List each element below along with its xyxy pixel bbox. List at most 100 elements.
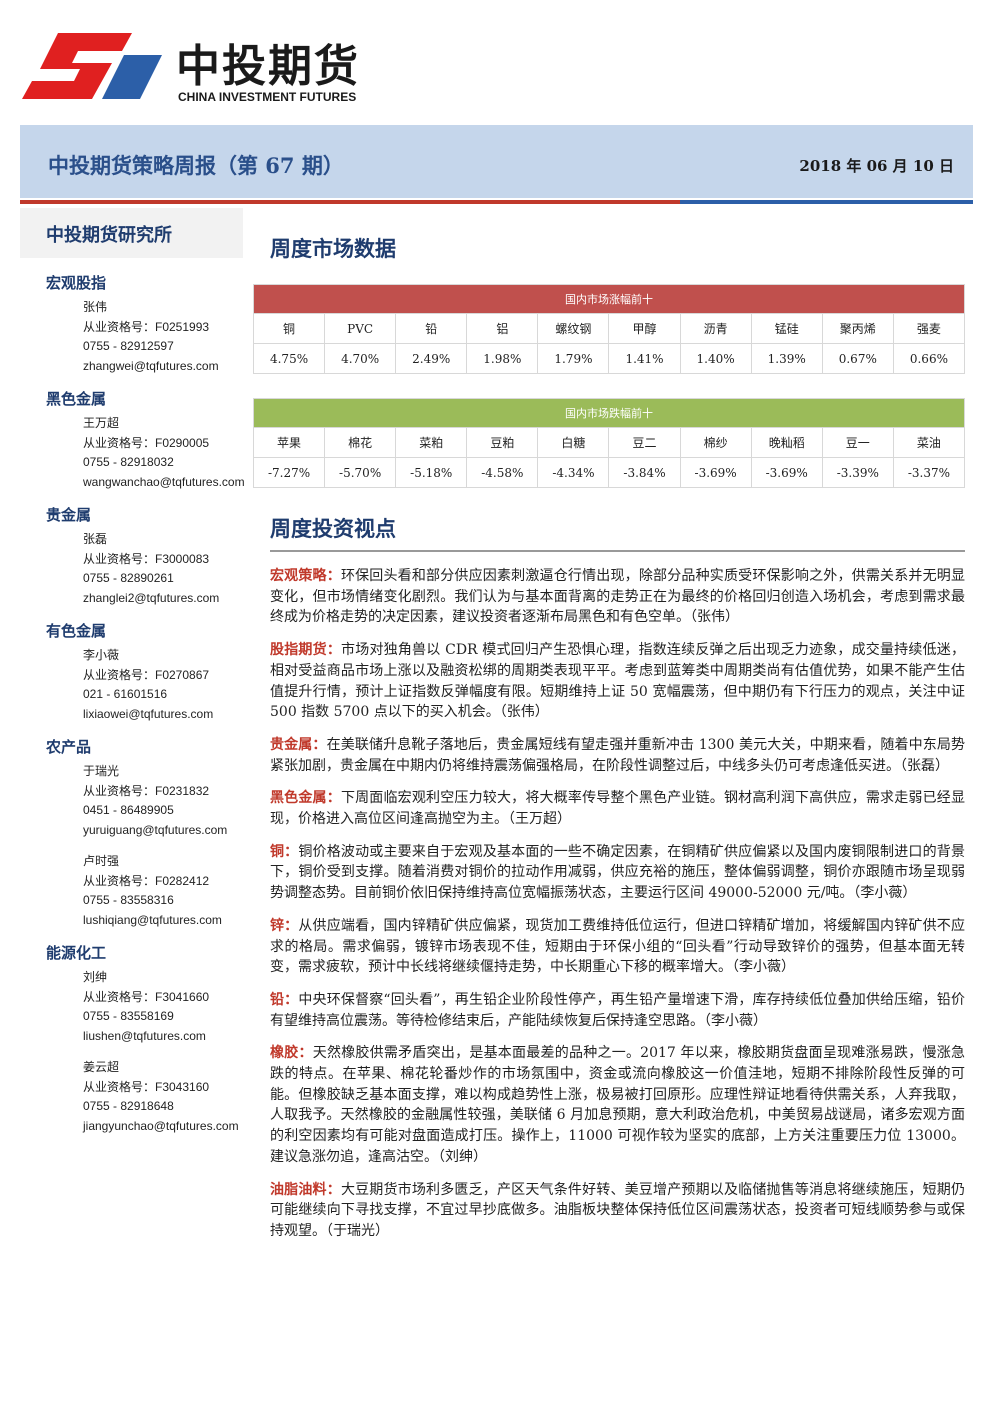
analyst: 王万超 从业资格号：F0290005 0755 - 82918032 wangwanc… [83, 414, 245, 492]
analyst-license: 从业资格号：F0290005 [83, 435, 210, 450]
table-header: 螺纹钢 [537, 313, 610, 344]
sidebar-section: 宏观股指张伟从业资格号：F0251993 0755 - 82912597 zhang… [20, 272, 243, 376]
table-cell: 1.39% [750, 343, 823, 374]
analyst-license: 从业资格号：F0282412 [83, 873, 210, 888]
section-heading: 宏观股指 [46, 274, 107, 292]
table-cell: -3.69% [679, 457, 752, 488]
table-cell: 2.49% [395, 343, 468, 374]
view-paragraph: 铜：铜价格波动或主要来自于宏观及基本面的一些不确定因素，在铜精矿供应偏紧以及国内… [270, 842, 965, 904]
market-table: 国内市场跌幅前十 苹果 棉花 菜粕 豆粕 白糖 豆二 棉纱 晚籼稻 豆一 菜油 -7.27% -5.70… [252, 398, 966, 488]
analyst: 卢时强 从业资格号：F0282412 0755 - 83558316 lushiqia… [83, 852, 243, 930]
view-text: 环保回头看和部分供应因素刺激逼仓行情出现，除部分品种实质受环保影响之外，供需关系… [270, 568, 965, 626]
view-label: 锌： [270, 917, 299, 934]
analyst: 刘绅 从业资格号：F3041660 0755 - 83558169 liushen@t… [83, 968, 243, 1046]
section-heading: 有色金属 [46, 622, 107, 640]
analyst-license: 从业资格号：F0251993 [83, 319, 210, 334]
analyst: 于瑞光 从业资格号：F0231832 0451 - 86489905 yuruigua… [83, 762, 243, 840]
view-text: 市场对独角兽以 CDR 模式回归产生恐惧心理，指数连续反弹之后出现乏力迹象，成交… [270, 642, 965, 721]
view-paragraph: 铅：中央环保督察“回头看”，再生铅企业阶段性停产，再生铅产量增速下滑，库存持续低… [270, 990, 965, 1031]
header-rule [680, 200, 973, 204]
table-cell: 0.66% [892, 343, 966, 374]
view-label: 油脂油料： [270, 1181, 341, 1198]
table-header: 白糖 [537, 427, 610, 458]
table-cell: 1.98% [466, 343, 539, 374]
table-cell: 1.40% [679, 343, 752, 374]
analyst-license: 从业资格号：F0270867 [83, 667, 210, 682]
table-caption: 国内市场跌幅前十 [253, 398, 965, 428]
table-header: 铝 [466, 313, 539, 344]
analyst-phone: 0451 - 86489905 [83, 803, 174, 817]
table-header: 苹果 [252, 427, 326, 458]
market-table: 国内市场涨幅前十铜 PVC 铅铝螺纹钢 甲醇 沥青 锰硅 聚丙烯 强麦 4.75% 4.70% 2.… [252, 284, 966, 374]
section-heading: 贵金属 [46, 506, 92, 524]
section-title: 周度市场数据 [270, 237, 396, 261]
analyst-license: 从业资格号：F0231832 [83, 783, 210, 798]
table-cell: -4.34% [537, 457, 610, 488]
sidebar-section: 黑色金属 王万超 从业资格号：F0290005 0755 - 82918032 wang… [20, 388, 245, 492]
sidebar: 宏观股指张伟从业资格号：F0251993 0755 - 82912597 zhang… [20, 272, 245, 1148]
analyst-email: lushiqiang@tqfutures.com [83, 912, 222, 927]
view-label: 橡胶： [270, 1045, 313, 1062]
analyst: 姜云超 从业资格号：F3043160 0755 - 82918648 jiangyun… [83, 1058, 243, 1136]
table-cell: -5.70% [324, 457, 397, 488]
analyst: 张伟从业资格号：F0251993 0755 - 82912597 zhangwei@… [83, 298, 243, 376]
table-header: 豆粕 [466, 427, 539, 458]
views: 宏观策略：环保回头看和部分供应因素刺激逼仓行情出现，除部分品种实质受环保影响之外… [270, 566, 965, 1254]
view-text: 在美联储升息靴子落地后，贵金属短线有望走强并重新冲击 1300 美元大关，中期来… [270, 736, 966, 774]
analyst-name: 李小薇 [83, 648, 120, 662]
view-paragraph: 黑色金属：下周面临宏观利空压力较大，将大概率传导整个黑色产业链。钢材高利润下高供… [270, 788, 965, 829]
analyst-phone: 0755 - 82890261 [83, 571, 174, 585]
analyst-phone: 0755 - 82912597 [83, 339, 174, 353]
table-cell: 1.79% [537, 343, 610, 374]
table-cell: -3.69% [750, 457, 823, 488]
sidebar-header [20, 208, 243, 258]
table-header: 甲醇 [608, 313, 681, 344]
table-cell: -3.84% [608, 457, 681, 488]
table-cell: -7.27% [252, 457, 326, 488]
analyst: 李小薇 从业资格号：F0270867 021 - 61601516 lixiaowei… [83, 646, 243, 724]
analyst-phone: 0755 - 82918032 [83, 455, 174, 469]
section-heading: 黑色金属 [46, 390, 107, 408]
table-header: 聚丙烯 [821, 313, 894, 344]
analyst-name: 王万超 [83, 416, 120, 430]
view-paragraph: 油脂油料：大豆期货市场利多匮乏，产区天气条件好转、美豆增产预期以及临储抛售等消息… [270, 1180, 965, 1242]
logo-subtitle: CHINA INVESTMENT FUTURES [178, 90, 357, 104]
table-cell: -4.58% [466, 457, 539, 488]
analyst-phone: 021 - 61601516 [83, 687, 168, 701]
table-cell: 0.67% [821, 343, 894, 374]
analyst-phone: 0755 - 82918648 [83, 1099, 174, 1113]
table-header: 强麦 [892, 313, 966, 344]
header-band [20, 125, 973, 198]
analyst-phone: 0755 - 83558169 [83, 1009, 174, 1023]
table-header: PVC [324, 313, 397, 344]
view-text: 铜价格波动或主要来自于宏观及基本面的一些不确定因素，在铜精矿供应偏紧以及国内废铜… [270, 843, 965, 902]
header-rule [20, 200, 680, 204]
report-title: 中投期货策略周报（第 67 期） [48, 153, 344, 178]
analyst-name: 张磊 [83, 532, 108, 546]
view-label: 铅： [270, 991, 299, 1008]
table-header: 棉花 [324, 427, 397, 458]
analyst-name: 姜云超 [83, 1060, 120, 1074]
analyst-name: 刘绅 [83, 970, 108, 984]
table-header-row: 铜 PVC 铅铝螺纹钢 甲醇 沥青 锰硅 聚丙烯 强麦 [252, 313, 966, 344]
view-label: 股指期货： [270, 642, 342, 659]
section-title: 周度投资视点 [270, 517, 396, 541]
report-date: 2018 年 06 月 10 日 [799, 157, 954, 175]
table-header: 菜粕 [395, 427, 468, 458]
view-paragraph: 橡胶：天然橡胶供需矛盾突出，是基本面最差的品种之一。2017 年以来，橡胶期货盘… [270, 1043, 965, 1167]
sidebar-section: 贵金属 张磊 从业资格号：F3000083 0755 - 82890261 zhangl… [20, 504, 243, 608]
view-text: 从供应端看，国内锌精矿供应偏紧，现货加工费维持低位运行，但进口锌精矿增加，将缓解… [270, 917, 965, 976]
section-rule [270, 550, 965, 552]
analyst-email: zhangwei@tqfutures.com [83, 358, 219, 373]
table-cell: -3.37% [892, 457, 966, 488]
analyst-name: 张伟 [83, 300, 108, 314]
section-heading: 能源化工 [46, 944, 107, 962]
section-heading: 农产品 [46, 738, 92, 756]
table-header: 沥青 [679, 313, 752, 344]
table-wrap: 国内市场跌幅前十 苹果 棉花 菜粕 豆粕 白糖 豆二 棉纱 晚籼稻 豆一 菜油 -7.27% -5.70… [252, 398, 966, 488]
analyst-license: 从业资格号：F3043160 [83, 1079, 210, 1094]
view-label: 铜： [270, 843, 299, 860]
analyst-license: 从业资格号：F3000083 [83, 551, 210, 566]
table-header: 锰硅 [750, 313, 823, 344]
